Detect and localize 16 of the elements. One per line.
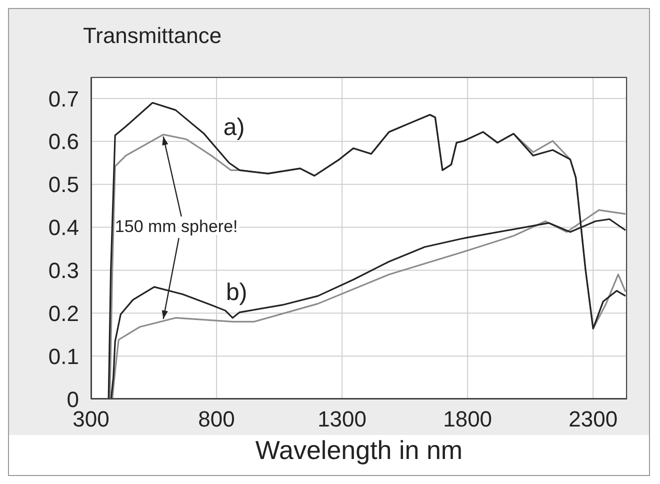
y-tick-label: 0.3	[48, 258, 79, 284]
x-tick-label: 2300	[568, 406, 618, 432]
annotation: b)	[226, 279, 248, 306]
y-tick-label: 0.4	[48, 215, 79, 240]
y-tick-label: 0.7	[48, 86, 79, 112]
x-tick-label: 1800	[443, 406, 492, 432]
x-tick-label: 1300	[318, 406, 367, 432]
x-tick-label: 800	[198, 406, 235, 432]
y-tick-label: 0.2	[48, 300, 79, 326]
x-axis-title: Wavelength in nm	[254, 435, 464, 466]
annotation: a)	[223, 114, 245, 141]
y-tick-label: 0.1	[48, 344, 79, 369]
y-tick-label: 0.6	[48, 129, 79, 154]
y-tick-label: 0.5	[48, 172, 79, 198]
annotation: 150 mm sphere!	[114, 216, 238, 236]
y-axis-title: Transmittance	[83, 23, 222, 49]
